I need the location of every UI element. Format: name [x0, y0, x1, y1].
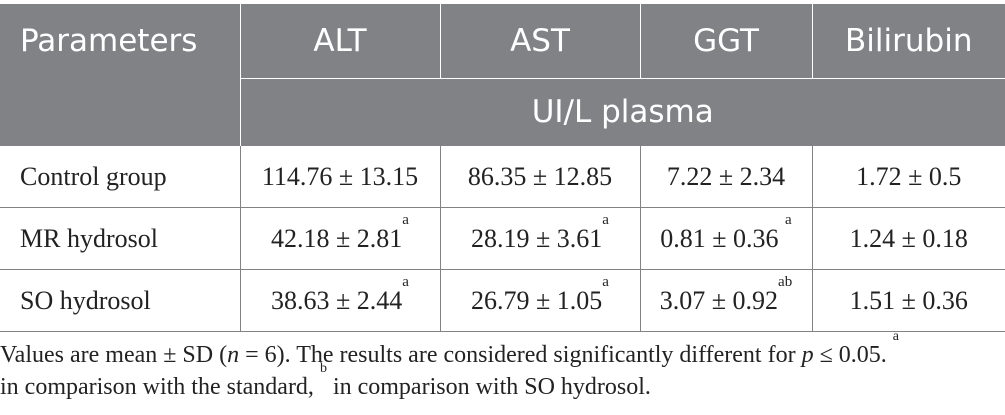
cell-ggt: 7.22 ± 2.34	[639, 145, 812, 208]
cell-value: 38.63 ± 2.44	[271, 285, 403, 315]
cell-ggt: 3.07 ± 0.92ab	[639, 269, 812, 332]
unit-row-spacer	[0, 78, 240, 146]
header-row: Parameters ALT AST GGT Bilirubin	[0, 4, 1005, 79]
cell-value: 0.81 ± 0.36	[660, 223, 786, 253]
cell-superscript: a	[602, 211, 609, 228]
cell-superscript: a	[402, 211, 409, 228]
cell-value: 26.79 ± 1.05	[471, 285, 603, 315]
cell-superscript: ab	[778, 273, 793, 290]
cell-value: 86.35 ± 12.85	[467, 161, 613, 191]
table-row: SO hydrosol 38.63 ± 2.44a 26.79 ± 1.05a …	[0, 269, 1005, 332]
header-parameters: Parameters	[0, 4, 240, 79]
cell-value: 1.51 ± 0.36	[849, 285, 968, 315]
footnote-text: in comparison with SO hydrosol.	[326, 374, 651, 400]
cell-alt: 114.76 ± 13.15	[239, 145, 440, 208]
unit-label: UI/L plasma	[239, 78, 1005, 146]
cell-ggt: 0.81 ± 0.36 a	[639, 207, 812, 270]
header-ast: AST	[439, 4, 640, 79]
cell-ast: 26.79 ± 1.05a	[439, 269, 640, 332]
footnote-text: ≤ 0.05.	[813, 342, 893, 368]
footnote-n-symbol: n	[227, 342, 240, 368]
row-label: SO hydrosol	[0, 269, 240, 332]
table-row: Control group 114.76 ± 13.15 86.35 ± 12.…	[0, 145, 1005, 208]
cell-value: 7.22 ± 2.34	[666, 161, 786, 191]
results-table: Parameters ALT AST GGT Bilirubin UI/L pl…	[0, 4, 1005, 332]
cell-value: 114.76 ± 13.15	[261, 161, 419, 191]
cell-superscript: a	[402, 273, 409, 290]
header-ggt: GGT	[639, 4, 812, 79]
header-alt: ALT	[239, 4, 440, 79]
footnote-p-symbol: p	[801, 342, 814, 368]
unit-row: UI/L plasma	[0, 78, 1005, 146]
footnote-text: Values are mean ± SD (	[0, 342, 228, 368]
header-bilirubin: Bilirubin	[811, 4, 1005, 79]
cell-bilirubin: 1.72 ± 0.5	[811, 145, 1005, 208]
row-label: MR hydrosol	[0, 207, 240, 270]
table-footnote: Values are mean ± SD (n = 6). The result…	[0, 330, 1005, 403]
cell-bilirubin: 1.24 ± 0.18	[811, 207, 1005, 270]
cell-ast: 86.35 ± 12.85	[439, 145, 640, 208]
cell-value: 28.19 ± 3.61	[471, 223, 603, 253]
footnote-text: in comparison with the standard,	[0, 374, 320, 400]
cell-alt: 42.18 ± 2.81a	[239, 207, 440, 270]
cell-value: 42.18 ± 2.81	[271, 223, 403, 253]
cell-superscript: a	[785, 211, 792, 228]
cell-value: 3.07 ± 0.92	[659, 285, 779, 315]
cell-bilirubin: 1.51 ± 0.36	[811, 269, 1005, 332]
cell-ast: 28.19 ± 3.61a	[439, 207, 640, 270]
row-label: Control group	[0, 145, 240, 208]
cell-superscript: a	[602, 273, 609, 290]
footnote-text: = 6). The results are considered signifi…	[239, 342, 802, 368]
table-row: MR hydrosol 42.18 ± 2.81a 28.19 ± 3.61a …	[0, 207, 1005, 270]
footnote-superscript-b: b	[319, 361, 327, 376]
cell-value: 1.24 ± 0.18	[849, 223, 968, 253]
cell-alt: 38.63 ± 2.44a	[239, 269, 440, 332]
cell-value: 1.72 ± 0.5	[856, 161, 962, 191]
footnote-superscript-a: a	[892, 329, 899, 344]
